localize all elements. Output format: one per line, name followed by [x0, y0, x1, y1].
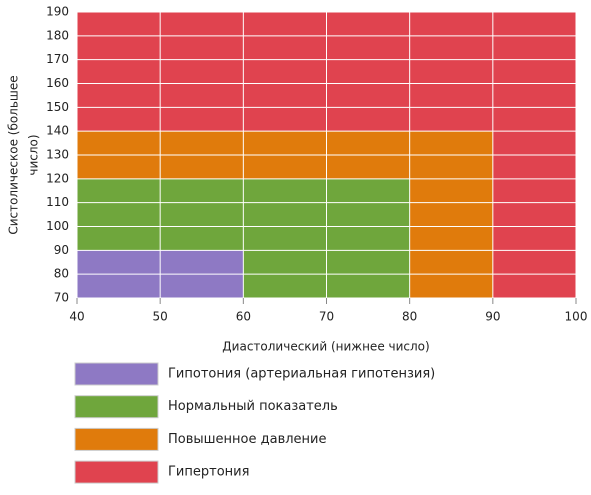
x-axis-label: Диастолический (нижнее число)	[222, 340, 429, 354]
x-tick-label: 80	[402, 310, 417, 324]
legend-label: Гипертония	[168, 465, 249, 480]
legend-swatch	[74, 395, 159, 419]
y-axis-label: Систолическое (большее	[7, 75, 21, 234]
y-tick-label: 130	[46, 148, 69, 162]
x-tick-label: 40	[69, 310, 84, 324]
x-tick-label: 70	[319, 310, 334, 324]
x-tick-label: 60	[236, 310, 251, 324]
region	[409, 178, 493, 298]
y-tick-label: 150	[46, 100, 69, 114]
y-tick-label: 160	[46, 76, 69, 90]
region	[492, 131, 576, 298]
legend-swatch	[74, 362, 159, 386]
legend-label: Повышенное давление	[168, 432, 327, 447]
x-tick-label: 90	[485, 310, 500, 324]
x-tick-label: 50	[153, 310, 168, 324]
legend-swatch	[74, 460, 159, 484]
y-tick-label: 170	[46, 52, 69, 66]
y-tick-label: 110	[46, 195, 69, 209]
y-tick-label: 140	[46, 124, 69, 138]
legend-label: Нормальный показатель	[168, 399, 338, 414]
legend-swatch	[74, 427, 159, 451]
y-tick-label: 120	[46, 171, 69, 185]
y-axis-label: число)	[27, 134, 41, 175]
y-tick-label: 180	[46, 28, 69, 42]
legend-label: Гипотония (артериальная гипотензия)	[168, 367, 435, 382]
y-tick-label: 100	[46, 219, 69, 233]
x-tick-label: 100	[565, 310, 588, 324]
y-tick-label: 90	[54, 243, 69, 257]
y-tick-label: 80	[54, 267, 69, 281]
y-tick-label: 70	[54, 291, 69, 305]
y-tick-label: 190	[46, 5, 69, 19]
